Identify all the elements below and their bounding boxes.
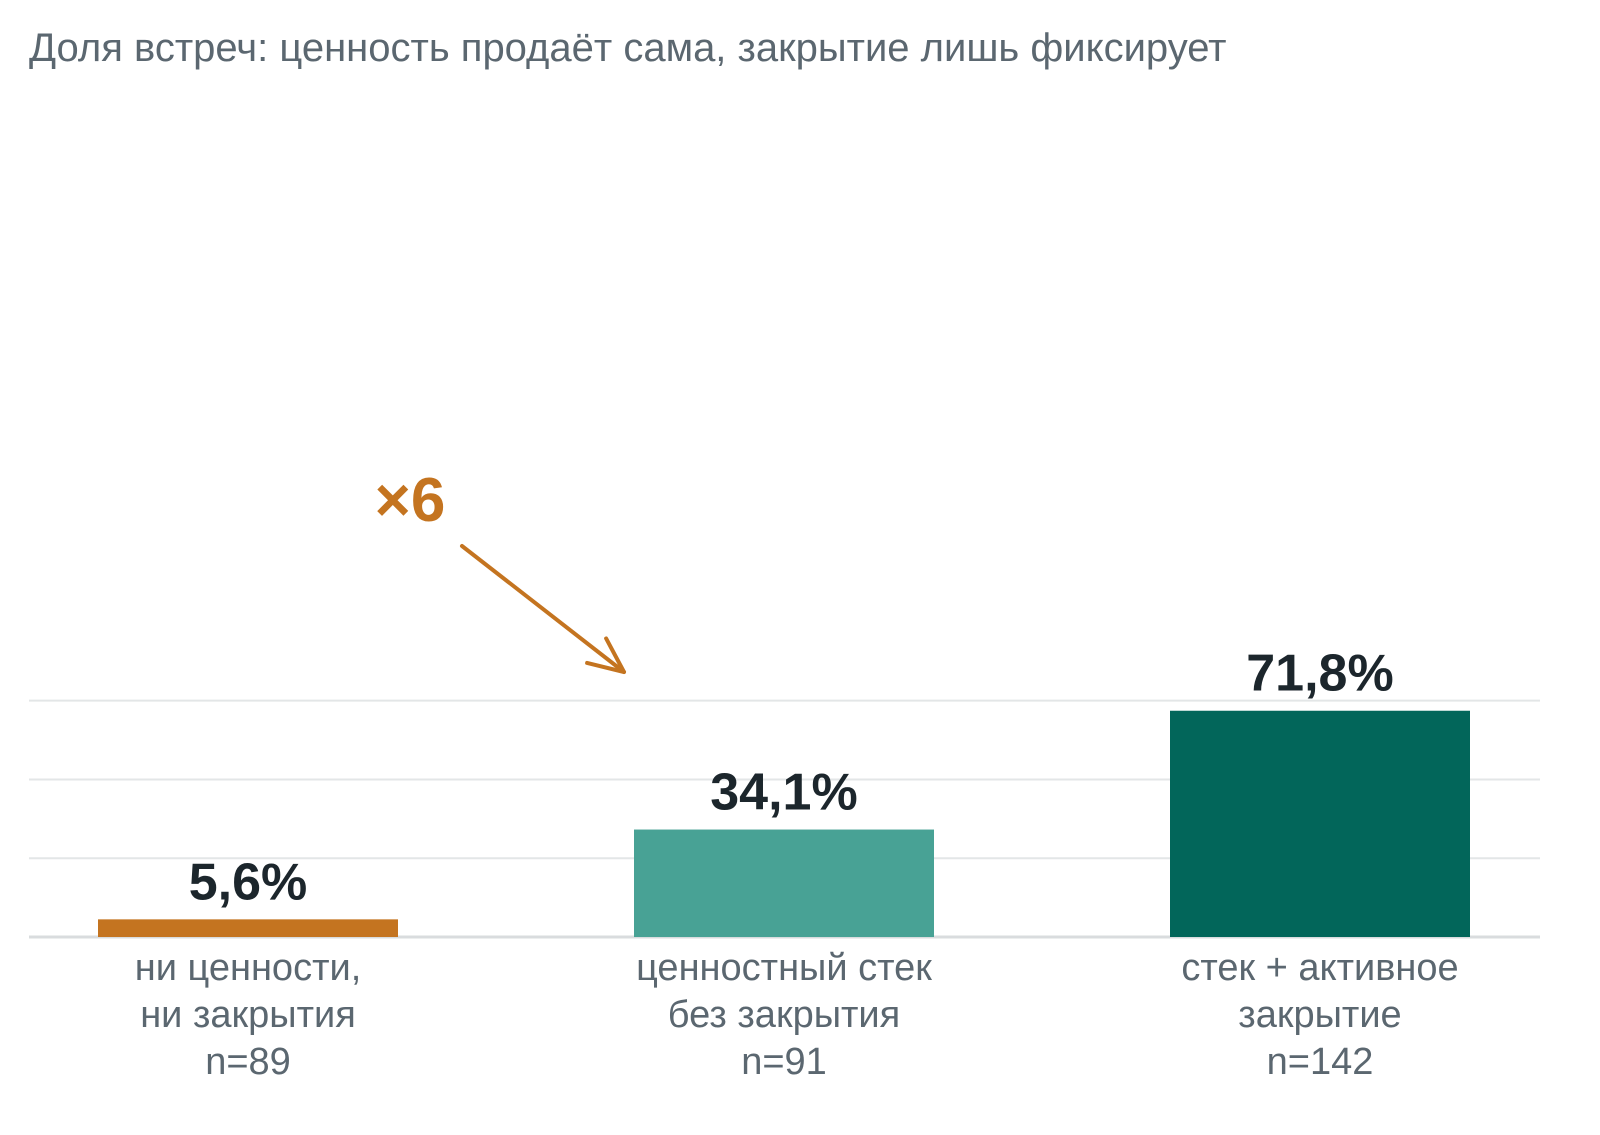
chart-title: Доля встреч: ценность продаёт сама, закр… <box>29 26 1227 70</box>
annotation: ×6 <box>375 466 626 674</box>
value-label: 5,6% <box>189 853 308 911</box>
category-label: ценностный стек <box>636 947 932 989</box>
annotation-arrow <box>460 544 626 674</box>
category-labels: ни ценности, ни закрытия n=89 ценностный ст… <box>135 947 1459 1083</box>
annotation-label: ×6 <box>375 466 446 535</box>
category-label: стек + активное <box>1181 947 1458 989</box>
category-sample-size: n=89 <box>205 1041 291 1083</box>
value-label: 71,8% <box>1246 645 1393 703</box>
value-labels: 5,6% 34,1% 71,8% <box>189 645 1394 912</box>
category-sample-size: n=91 <box>741 1041 827 1083</box>
category-sample-size: n=142 <box>1267 1041 1374 1083</box>
bar <box>634 829 934 937</box>
bar <box>1170 710 1470 937</box>
category-label: закрытие <box>1238 994 1401 1036</box>
category-label: ни ценности, <box>135 947 362 989</box>
bar <box>98 919 398 937</box>
category-label: ни закрытия <box>140 994 356 1036</box>
bars <box>98 710 1470 937</box>
category-label: без закрытия <box>668 994 900 1036</box>
value-label: 34,1% <box>710 764 857 822</box>
annotation-arrowhead <box>585 636 626 674</box>
